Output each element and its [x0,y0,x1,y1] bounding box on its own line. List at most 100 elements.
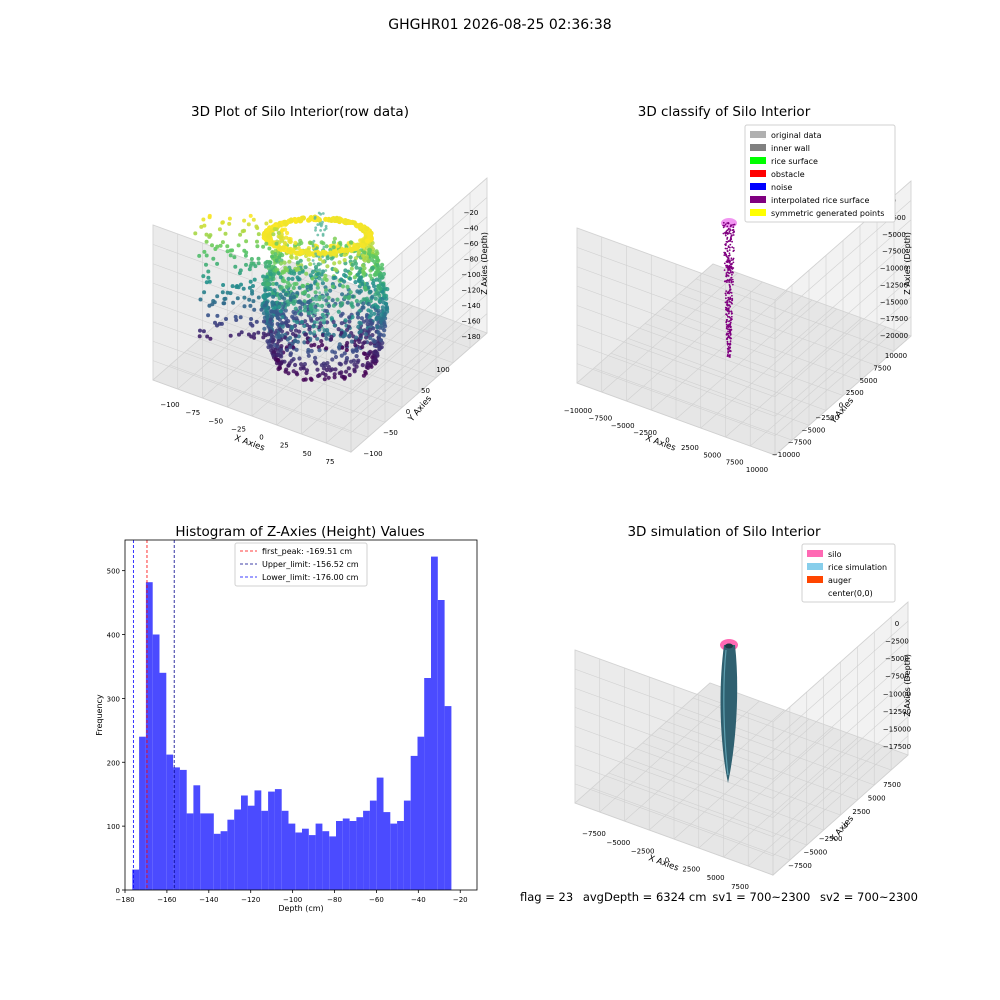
classify-point [728,265,731,268]
histogram-bar [288,823,296,890]
raw-point [291,301,296,306]
raw-point [290,291,296,296]
classify-point [730,310,733,313]
histogram-bar [193,785,201,890]
raw-noise-point [238,315,243,320]
classify-point [731,273,733,276]
classify-point [727,346,730,348]
raw-point [277,304,282,310]
raw-z-tick-label: −180 [461,333,480,341]
raw-point [330,284,336,289]
raw-noise-point [220,220,225,225]
raw-point [304,368,310,373]
classify-point [728,292,730,295]
raw-point [328,288,333,293]
raw-point [355,302,360,307]
histogram-x-tick-label: −60 [369,896,384,904]
raw-point [312,320,317,325]
raw-point [326,364,331,370]
raw-point [377,298,382,303]
raw-point [362,271,367,276]
histogram-bar [227,819,235,890]
classify-point [729,246,731,249]
classify-point [728,284,731,286]
raw-point [289,255,294,260]
raw-point [355,272,360,277]
raw-point [372,284,377,289]
raw-point [280,314,285,320]
raw-point [360,344,365,350]
raw-point [344,369,349,374]
raw-point [295,320,300,325]
histogram-bar [342,818,350,890]
classify-point [730,236,732,239]
classify-point [729,269,732,272]
raw-point [342,252,347,257]
raw-point [333,367,338,372]
classify-point [731,240,733,243]
classify-grid-line [750,326,887,447]
raw-point [350,294,355,299]
raw-point [324,309,329,314]
raw-point [379,312,384,317]
classify-point [725,294,727,296]
raw-point [283,241,288,247]
classify-y-tick-label: −5000 [802,426,826,434]
raw-noise-point [223,296,228,301]
raw-noise-point [251,217,256,222]
raw-point [369,253,375,258]
classify-y-tick-label: −2500 [815,414,839,422]
classify-point [730,318,732,321]
classify-point [722,221,725,224]
raw-point [270,300,275,305]
raw-center-point [324,227,328,230]
raw-point [342,272,347,278]
histogram-bar [403,800,411,890]
raw-point [380,282,385,287]
raw-noise-point [261,274,266,279]
classify-x-tick-label: −2500 [633,429,657,437]
raw-noise-point [201,217,206,222]
classify-grid-line [576,305,776,378]
simulation-x-tick-label: 7500 [731,883,749,891]
classify-point [726,333,729,336]
raw-point [284,367,289,372]
classify-point [724,233,727,235]
simulation-legend-label: rice simulation [828,563,887,572]
raw-point [314,361,319,366]
histogram-bar [417,736,425,890]
classify-point [727,334,730,337]
histogram-bar [207,813,214,890]
histogram-bar [247,805,255,890]
raw-point [303,332,308,337]
raw-point [290,276,295,281]
raw-point [291,285,296,291]
raw-rim-point [367,232,373,238]
simulation-z-tick-label: −15000 [883,725,911,733]
raw-point [265,339,270,344]
classify-grid-line [774,219,912,339]
classify-point [731,299,733,302]
raw-center-point [324,303,328,306]
raw-point [283,320,288,325]
raw-point [280,253,285,258]
raw-point [331,240,337,245]
raw-z-axis-label: Z Axies (Depth) [480,232,489,295]
classify-point [725,272,728,274]
raw-y-tick-label: 0 [406,408,410,416]
raw-point [292,295,297,300]
raw-point [364,318,369,323]
raw-point [355,289,360,294]
classify-grid-line [678,293,878,367]
raw-point [381,271,386,277]
classify-point [733,223,736,226]
histogram-frame [124,539,478,891]
raw-noise-point [259,307,264,312]
histogram-legend-label: Lower_limit: -176.00 cm [262,573,359,582]
raw-point [365,365,371,370]
raw-center-point [314,252,317,256]
raw-point [306,353,311,358]
raw-point [370,321,375,326]
raw-point [358,275,363,280]
raw-rim-point [358,224,364,230]
